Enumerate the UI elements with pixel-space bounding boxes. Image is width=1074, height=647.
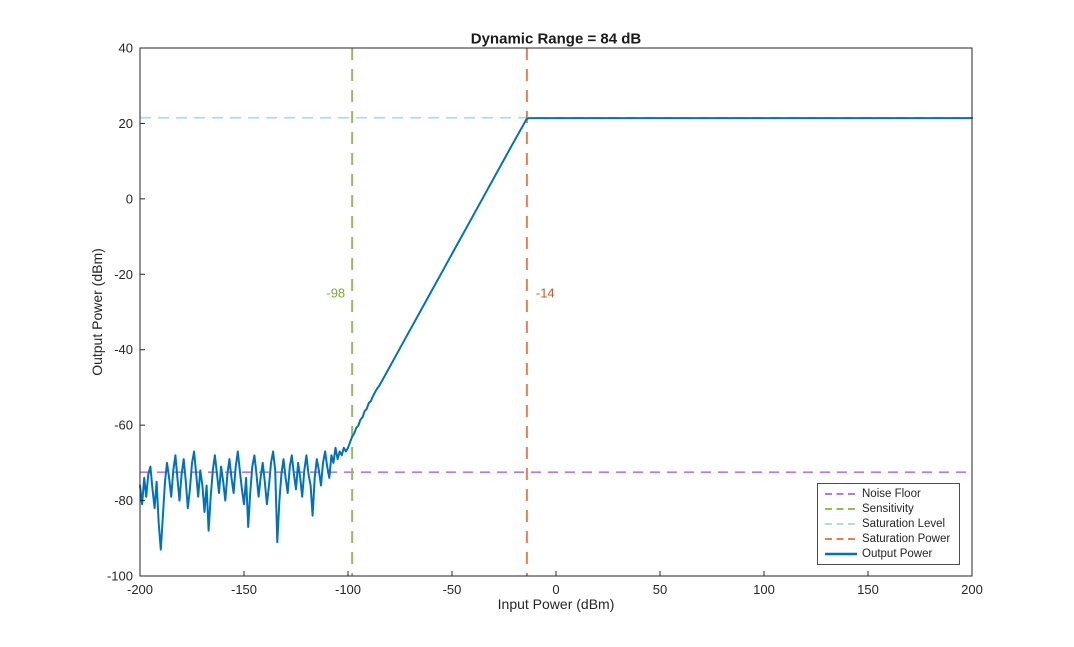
x-tick-label: -150 (231, 582, 257, 597)
x-tick-label: -100 (335, 582, 361, 597)
plot-title: Dynamic Range = 84 dB (470, 30, 642, 48)
y-tick-label: -20 (114, 267, 133, 282)
y-tick-label: -40 (114, 342, 133, 357)
legend: Noise Floor Sensitivity Saturation Level Sa… (817, 483, 960, 565)
legend-item-sensitivity: Sensitivity (824, 501, 959, 516)
legend-item-label: Noise Floor (862, 487, 921, 500)
legend-item-label: Saturation Level (862, 517, 946, 530)
x-tick-label: 50 (653, 582, 667, 597)
legend-item-label: Sensitivity (862, 502, 914, 515)
legend-item-label: Saturation Power (862, 533, 951, 546)
legend-line-sample-saturation-power (825, 538, 857, 541)
legend-item-saturation-power: Saturation Power (824, 532, 959, 547)
y-tick-label: 0 (126, 191, 133, 206)
legend-item-output-power: Output Power (824, 547, 959, 562)
legend-line-sample-output-power (825, 553, 857, 556)
legend-line-sample-noise-floor (825, 492, 857, 495)
y-tick-label: -60 (114, 418, 133, 433)
legend-item-saturation-level: Saturation Level (824, 516, 959, 531)
y-tick-label: 20 (119, 116, 133, 131)
sensitivity-value-label: -98 (326, 285, 346, 301)
legend-line-sample-sensitivity (825, 507, 857, 510)
output-power-curve (139, 117, 973, 551)
y-tick-label: -80 (114, 493, 133, 508)
x-tick-label: 100 (753, 582, 775, 597)
legend-line-sample-saturation-level (825, 522, 857, 525)
x-tick-label: -200 (127, 582, 153, 597)
x-tick-label: -50 (443, 582, 462, 597)
legend-item-label: Output Power (862, 548, 933, 561)
saturation-power-value-label: -14 (535, 285, 555, 301)
legend-item-noise-floor: Noise Floor (824, 486, 959, 501)
x-tick-label: 200 (961, 582, 983, 597)
y-axis-label: Output Power (dBm) (89, 248, 105, 376)
x-axis-label: Input Power (dBm) (497, 596, 615, 612)
y-tick-label: -100 (107, 569, 133, 584)
y-tick-label: 40 (119, 41, 133, 56)
x-tick-label: 0 (552, 582, 559, 597)
x-tick-label: 150 (857, 582, 879, 597)
